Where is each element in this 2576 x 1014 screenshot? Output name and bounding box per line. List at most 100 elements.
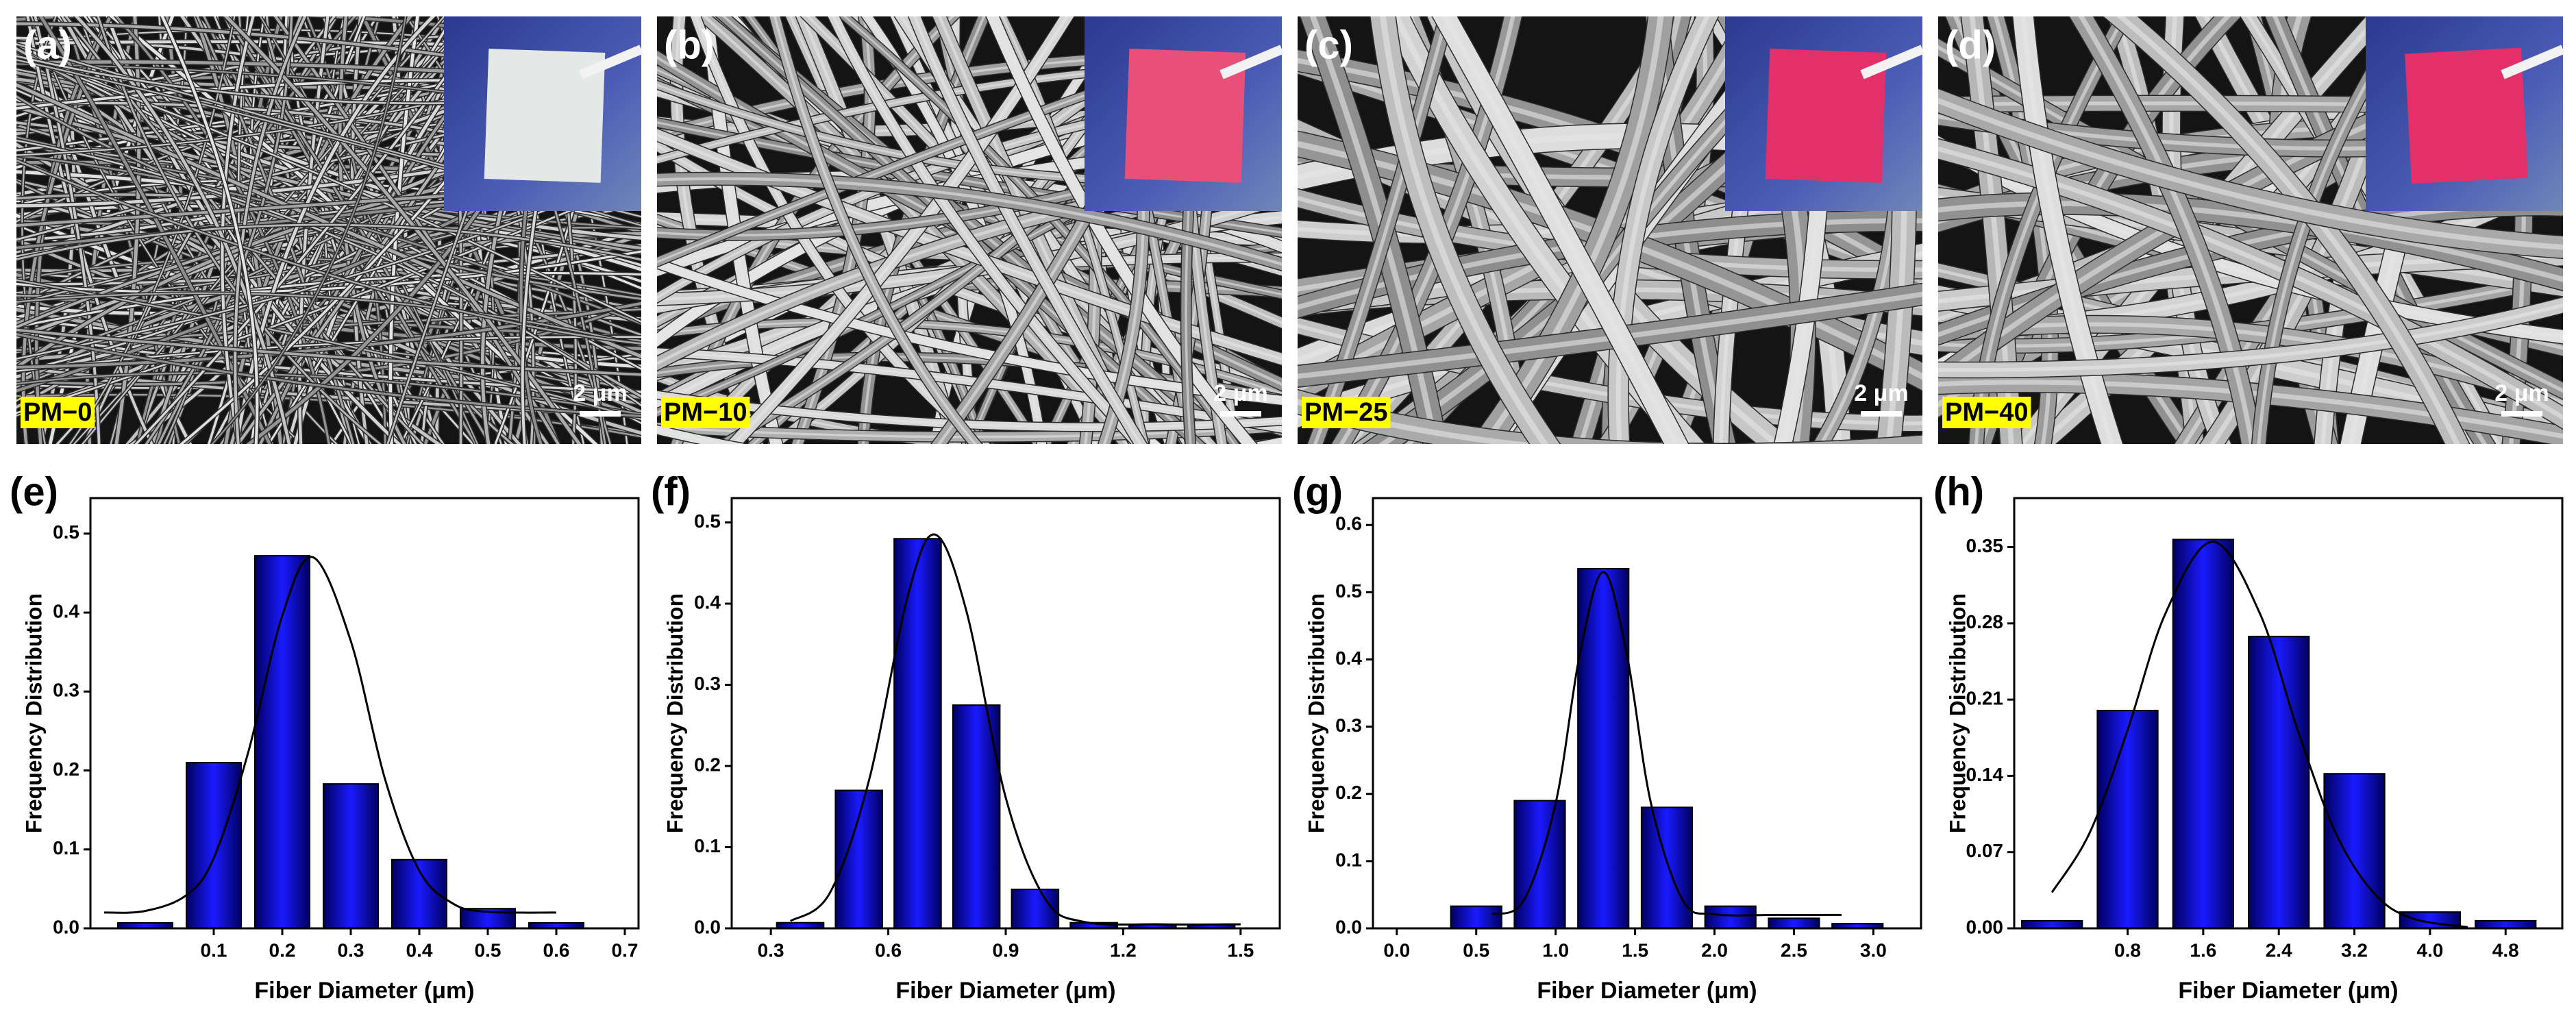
tweezer xyxy=(1219,45,1284,79)
y-tick-label: 0.14 xyxy=(1966,764,2004,785)
x-tick-label: 0.2 xyxy=(269,939,296,961)
scale-bar-label: 2 μm xyxy=(573,380,627,406)
y-tick-label: 0.2 xyxy=(694,754,721,775)
sample-label: PM−25 xyxy=(1304,398,1387,427)
x-tick-label: 1.0 xyxy=(1542,939,1569,961)
plot-frame xyxy=(730,497,1281,930)
y-tick-label: 0.5 xyxy=(1335,580,1362,602)
fiber xyxy=(16,53,641,323)
fiber-highlight xyxy=(1380,16,1549,444)
fiber xyxy=(223,16,582,444)
x-tick-label: 0.5 xyxy=(475,939,501,961)
plot-frame xyxy=(2013,497,2564,930)
bar xyxy=(2475,919,2537,929)
sem-panel: (b) PM−10 2 μm xyxy=(657,16,1284,444)
y-tick-label: 0.1 xyxy=(694,835,721,856)
x-tick-label: 4.8 xyxy=(2492,939,2519,961)
sample-label: PM−10 xyxy=(664,398,747,427)
bar xyxy=(952,704,1001,930)
panel-label: (b) xyxy=(664,23,715,67)
y-axis-title: Frequency Distribution xyxy=(21,593,46,833)
y-tick-label: 0.00 xyxy=(1966,916,2004,937)
y-tick-label: 0.0 xyxy=(1335,916,1362,937)
fiber xyxy=(38,16,272,444)
fiber-highlight xyxy=(2078,16,2255,444)
bar xyxy=(2096,710,2159,929)
fiber xyxy=(26,16,153,444)
sem-panel: (d) PM−40 2 μm xyxy=(1938,16,2565,444)
x-tick-label: 1.6 xyxy=(2190,939,2216,961)
x-tick-label: 4.0 xyxy=(2416,939,2443,961)
fiber-highlight xyxy=(1938,146,2563,421)
histogram-chart: 0.0 0.1 0.2 0.3 0.4 0.5 0.1 0.2 0.3 0.4 0.5 0.6 0.7 F… xyxy=(10,469,640,1004)
bar xyxy=(1704,905,1757,930)
y-tick-label: 0.0 xyxy=(53,916,79,937)
x-tick-label: 0.0 xyxy=(1383,939,1410,961)
panel-label: (d) xyxy=(1945,23,1996,67)
fiber xyxy=(114,16,330,444)
y-tick-label: 0.0 xyxy=(694,916,721,937)
fiber-highlight xyxy=(1938,97,2563,250)
sample-label-bg xyxy=(1302,397,1391,429)
fiber-highlight xyxy=(1938,201,2563,282)
bar xyxy=(1577,568,1630,929)
x-tick-label: 0.3 xyxy=(338,939,364,961)
fiber-highlight xyxy=(2020,16,2115,444)
fiber xyxy=(16,292,641,347)
x-tick-label: 0.5 xyxy=(1463,939,1489,961)
x-tick-label: 0.1 xyxy=(201,939,227,961)
x-tick-label: 1.5 xyxy=(1227,939,1254,961)
y-tick-label: 0.5 xyxy=(53,521,79,543)
sem-panel: (a) PM−0 2 μm xyxy=(16,16,643,444)
panel-label: (g) xyxy=(1292,469,1343,514)
fiber-highlight xyxy=(832,16,1140,444)
bar xyxy=(2248,635,2310,930)
bar xyxy=(186,762,242,929)
fiber xyxy=(16,223,641,261)
fiber xyxy=(97,16,382,444)
scale-bar-label: 2 μm xyxy=(1854,380,1908,406)
fiber xyxy=(16,139,641,407)
fiber-highlight xyxy=(1615,16,1710,444)
plot-frame xyxy=(1372,497,1922,930)
scale-bar-label: 2 μm xyxy=(2494,380,2549,406)
bar xyxy=(1450,905,1502,930)
fit-curve xyxy=(103,556,557,914)
panel-label: (e) xyxy=(10,469,58,514)
fiber-highlight xyxy=(1938,303,2563,372)
x-axis-title: Fiber Diameter (μm) xyxy=(895,978,1115,1004)
x-tick-label: 1.5 xyxy=(1622,939,1648,961)
fiber xyxy=(82,16,445,444)
bar xyxy=(893,538,942,929)
fiber xyxy=(16,250,641,294)
fiber-highlight xyxy=(657,177,1282,266)
fiber-highlight xyxy=(732,16,1069,444)
fit-curve xyxy=(789,533,1241,926)
fiber xyxy=(74,16,291,444)
bar xyxy=(2323,773,2386,929)
fiber xyxy=(211,16,407,444)
fiber-highlight xyxy=(991,16,1251,444)
fiber xyxy=(16,301,641,369)
x-axis-title: Fiber Diameter (μm) xyxy=(1537,978,1757,1004)
fiber xyxy=(160,16,259,444)
fiber xyxy=(16,105,641,250)
membrane-sample xyxy=(1765,49,1887,183)
y-tick-label: 0.2 xyxy=(53,758,79,780)
fit-curve xyxy=(1491,571,1842,917)
y-tick-label: 0.3 xyxy=(694,673,721,694)
x-axis-title: Fiber Diameter (μm) xyxy=(254,978,474,1004)
bar xyxy=(834,789,884,929)
x-tick-label: 0.8 xyxy=(2114,939,2141,961)
sample-label: PM−40 xyxy=(1945,398,2028,427)
y-axis-title: Frequency Distribution xyxy=(662,593,687,833)
fiber xyxy=(388,16,419,444)
x-tick-label: 0.4 xyxy=(406,939,433,961)
plot-frame xyxy=(89,497,640,930)
panel-label: (a) xyxy=(23,23,72,67)
y-tick-label: 0.4 xyxy=(1335,647,1362,669)
sample-label-bg xyxy=(661,397,750,429)
x-tick-label: 0.6 xyxy=(875,939,902,961)
sample-label-bg xyxy=(21,397,95,429)
